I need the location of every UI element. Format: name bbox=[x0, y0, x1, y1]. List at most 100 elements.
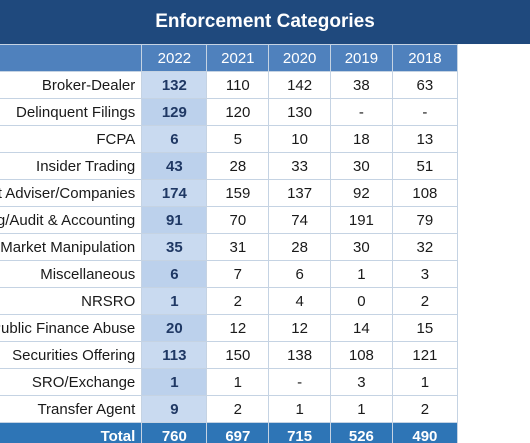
value-cell: 3 bbox=[330, 368, 393, 396]
value-cell: 138 bbox=[268, 341, 331, 369]
category-cell: Delinquent Filings bbox=[0, 98, 143, 126]
total-cell: 760 bbox=[141, 422, 208, 443]
enforcement-table: 2022 2021 2020 2019 2018 Broker-Dealer 13… bbox=[0, 44, 459, 443]
value-cell: 91 bbox=[141, 206, 208, 234]
category-cell: NRSRO bbox=[0, 287, 143, 315]
year-header: 2021 bbox=[206, 44, 270, 72]
value-cell: 12 bbox=[206, 314, 270, 342]
category-cell: orting/Audit & Accounting bbox=[0, 206, 143, 234]
value-cell: 129 bbox=[141, 98, 208, 126]
value-cell: 120 bbox=[206, 98, 270, 126]
value-cell: 43 bbox=[141, 152, 208, 180]
value-cell: 51 bbox=[391, 152, 459, 180]
value-cell: 5 bbox=[206, 125, 270, 153]
category-cell: Public Finance Abuse bbox=[0, 314, 143, 342]
value-cell: 1 bbox=[330, 260, 393, 288]
total-cell: 697 bbox=[206, 422, 270, 443]
value-cell: 15 bbox=[391, 314, 459, 342]
value-cell: 130 bbox=[268, 98, 331, 126]
table-row: Market Manipulation 35 31 28 30 32 bbox=[0, 233, 459, 261]
total-cell: 526 bbox=[330, 422, 393, 443]
value-cell: 6 bbox=[141, 260, 208, 288]
value-cell: 79 bbox=[391, 206, 459, 234]
value-cell: 70 bbox=[206, 206, 270, 234]
value-cell: 92 bbox=[330, 179, 393, 207]
value-cell: 2 bbox=[391, 395, 459, 423]
value-cell: 137 bbox=[268, 179, 331, 207]
table-row: Securities Offering 113 150 138 108 121 bbox=[0, 341, 459, 369]
value-cell: 35 bbox=[141, 233, 208, 261]
value-cell: 18 bbox=[330, 125, 393, 153]
table-row: NRSRO 1 2 4 0 2 bbox=[0, 287, 459, 315]
value-cell: 38 bbox=[330, 71, 393, 99]
year-header: 2018 bbox=[391, 44, 459, 72]
category-cell: Securities Offering bbox=[0, 341, 143, 369]
value-cell: 108 bbox=[391, 179, 459, 207]
table-row: Insider Trading 43 28 33 30 51 bbox=[0, 152, 459, 180]
value-cell: 174 bbox=[141, 179, 208, 207]
table-row: Miscellaneous 6 7 6 1 3 bbox=[0, 260, 459, 288]
value-cell: - bbox=[391, 98, 459, 126]
value-cell: 30 bbox=[330, 233, 393, 261]
value-cell: 1 bbox=[141, 287, 208, 315]
table-row: Broker-Dealer 132 110 142 38 63 bbox=[0, 71, 459, 99]
value-cell: 6 bbox=[268, 260, 331, 288]
value-cell: 12 bbox=[268, 314, 331, 342]
total-label: Total bbox=[0, 422, 143, 443]
year-header: 2019 bbox=[330, 44, 393, 72]
value-cell: 14 bbox=[330, 314, 393, 342]
year-header: 2020 bbox=[268, 44, 331, 72]
value-cell: 31 bbox=[206, 233, 270, 261]
table-row: Public Finance Abuse 20 12 12 14 15 bbox=[0, 314, 459, 342]
table-row: Transfer Agent 9 2 1 1 2 bbox=[0, 395, 459, 423]
category-cell: SRO/Exchange bbox=[0, 368, 143, 396]
value-cell: 2 bbox=[206, 395, 270, 423]
year-header: 2022 bbox=[141, 44, 208, 72]
value-cell: 20 bbox=[141, 314, 208, 342]
value-cell: 110 bbox=[206, 71, 270, 99]
value-cell: 74 bbox=[268, 206, 331, 234]
value-cell: 28 bbox=[206, 152, 270, 180]
value-cell: 142 bbox=[268, 71, 331, 99]
total-row: Total 760 697 715 526 490 bbox=[0, 422, 459, 443]
value-cell: 0 bbox=[330, 287, 393, 315]
value-cell: 6 bbox=[141, 125, 208, 153]
value-cell: 7 bbox=[206, 260, 270, 288]
value-cell: 9 bbox=[141, 395, 208, 423]
value-cell: 3 bbox=[391, 260, 459, 288]
table-row: FCPA 6 5 10 18 13 bbox=[0, 125, 459, 153]
category-cell: Transfer Agent bbox=[0, 395, 143, 423]
value-cell: 108 bbox=[330, 341, 393, 369]
table-title: Enforcement Categories bbox=[0, 0, 530, 44]
value-cell: 150 bbox=[206, 341, 270, 369]
value-cell: 191 bbox=[330, 206, 393, 234]
category-cell: Insider Trading bbox=[0, 152, 143, 180]
table-row: SRO/Exchange 1 1-3 1 bbox=[0, 368, 459, 396]
value-cell: 30 bbox=[330, 152, 393, 180]
value-cell: 132 bbox=[141, 71, 208, 99]
category-cell: FCPA bbox=[0, 125, 143, 153]
value-cell: 4 bbox=[268, 287, 331, 315]
value-cell: 1 bbox=[141, 368, 208, 396]
value-cell: 159 bbox=[206, 179, 270, 207]
value-cell: 1 bbox=[268, 395, 331, 423]
category-cell: Broker-Dealer bbox=[0, 71, 143, 99]
category-cell: ment Adviser/Companies bbox=[0, 179, 143, 207]
value-cell: - bbox=[330, 98, 393, 126]
total-cell: 715 bbox=[268, 422, 331, 443]
value-cell: 1 bbox=[330, 395, 393, 423]
value-cell: 10 bbox=[268, 125, 331, 153]
value-cell: 113 bbox=[141, 341, 208, 369]
category-cell: Market Manipulation bbox=[0, 233, 143, 261]
value-cell: 1 bbox=[206, 368, 270, 396]
header-row: 2022 2021 2020 2019 2018 bbox=[0, 44, 459, 72]
value-cell: 2 bbox=[206, 287, 270, 315]
value-cell: 1 bbox=[391, 368, 459, 396]
value-cell: 13 bbox=[391, 125, 459, 153]
value-cell: 2 bbox=[391, 287, 459, 315]
total-cell: 490 bbox=[391, 422, 459, 443]
category-cell: Miscellaneous bbox=[0, 260, 143, 288]
